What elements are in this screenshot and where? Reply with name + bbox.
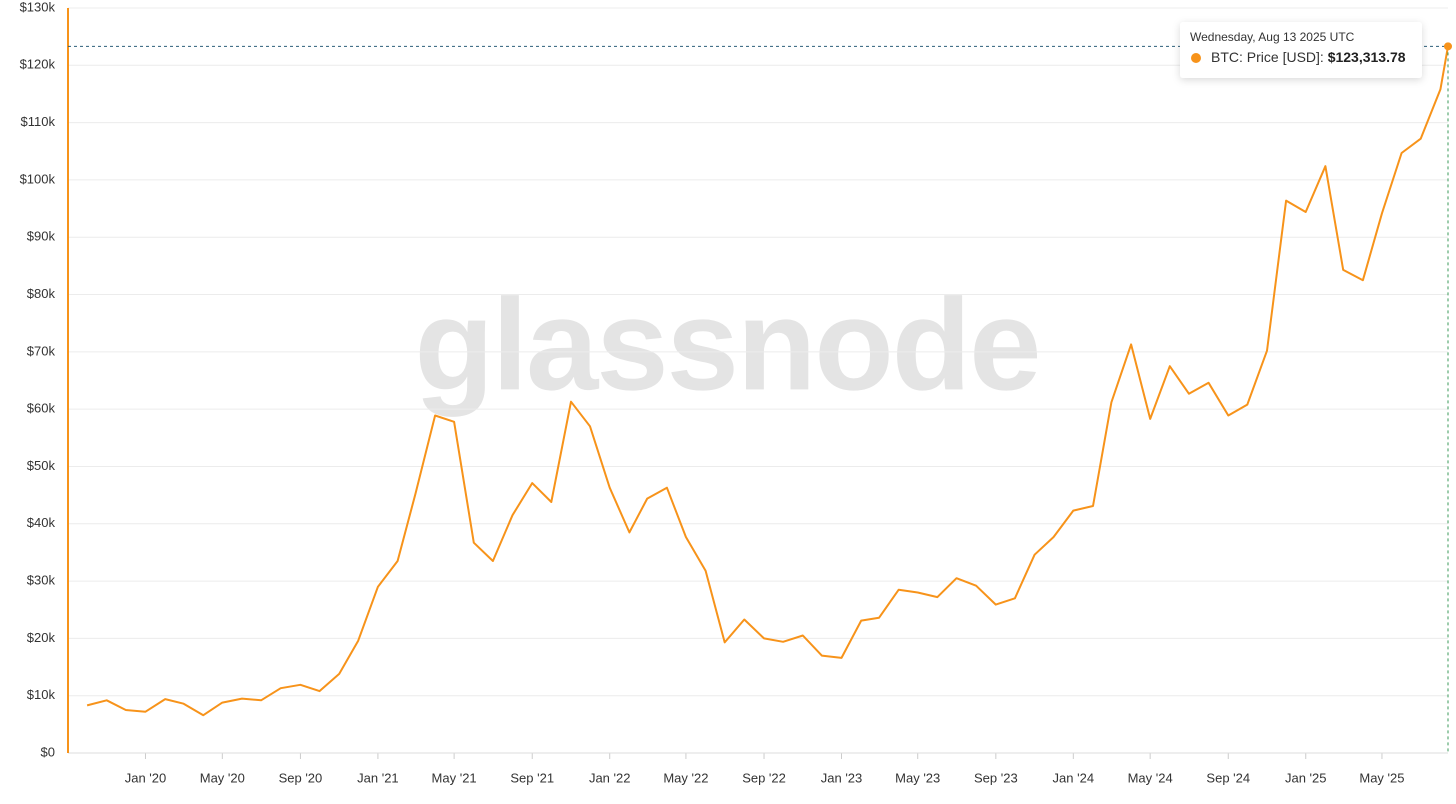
x-tick-label: Sep '20 — [279, 770, 323, 785]
x-tick-label: Jan '25 — [1285, 770, 1327, 785]
y-tick-label: $30k — [27, 573, 56, 588]
y-tick-label: $50k — [27, 458, 56, 473]
tooltip-title: Wednesday, Aug 13 2025 UTC — [1190, 30, 1355, 44]
watermark: glassnode — [415, 271, 1040, 417]
x-tick-label: May '23 — [895, 770, 940, 785]
y-tick-label: $100k — [20, 171, 56, 186]
y-tick-label: $130k — [20, 0, 56, 14]
y-tick-label: $70k — [27, 343, 56, 358]
price-line — [86, 46, 1449, 717]
x-tick-label: Jan '24 — [1053, 770, 1095, 785]
y-tick-label: $80k — [27, 286, 56, 301]
tooltip-name: BTC: Price [USD] — [1211, 49, 1320, 65]
tooltip-dot — [1191, 53, 1201, 63]
tooltip-value: $123,313.78 — [1328, 49, 1406, 65]
x-tick-label: Jan '20 — [125, 770, 167, 785]
tooltip-box — [1180, 22, 1422, 78]
x-tick-label: May '22 — [663, 770, 708, 785]
y-tick-label: $110k — [21, 114, 56, 129]
x-tick-label: Sep '21 — [510, 770, 554, 785]
x-tick-label: Sep '24 — [1206, 770, 1250, 785]
y-tick-label: $20k — [27, 630, 56, 645]
x-tick-label: May '24 — [1128, 770, 1173, 785]
x-tick-label: May '20 — [200, 770, 245, 785]
x-tick-label: Jan '22 — [589, 770, 631, 785]
x-tick-label: May '21 — [432, 770, 477, 785]
x-tick-label: Jan '21 — [357, 770, 399, 785]
y-tick-label: $60k — [27, 401, 56, 416]
y-tick-label: $90k — [27, 229, 56, 244]
tooltip-colon: : — [1320, 49, 1328, 65]
x-tick-label: Sep '22 — [742, 770, 786, 785]
tooltip: Wednesday, Aug 13 2025 UTC BTC: Price [US… — [1180, 22, 1422, 78]
y-tick-label: $120k — [20, 57, 56, 72]
tooltip-row: BTC: Price [USD]: $123,313.78 — [1211, 49, 1406, 65]
y-tick-label: $10k — [27, 687, 56, 702]
x-tick-label: Jan '23 — [821, 770, 863, 785]
y-tick-label: $0 — [41, 744, 55, 759]
hover-point — [1444, 42, 1452, 51]
x-tick-label: May '25 — [1359, 770, 1404, 785]
x-tick-label: Sep '23 — [974, 770, 1018, 785]
y-tick-label: $40k — [27, 515, 56, 530]
